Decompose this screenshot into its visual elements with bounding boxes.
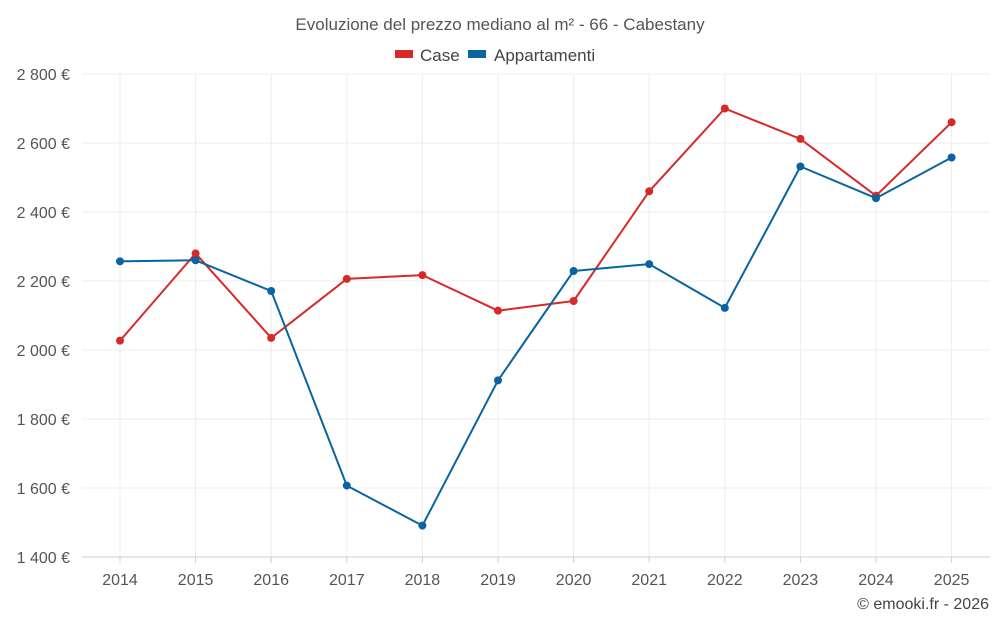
axes: 1 400 € 1 600 € 1 800 € 2 000 € 2 200 € 2 400… — [17, 67, 990, 589]
data-point-appartamenti[interactable] — [267, 287, 276, 296]
x-tick-label: 2018 — [405, 572, 441, 589]
x-tick-label: 2014 — [102, 572, 138, 589]
legend-item-case[interactable]: Case — [395, 46, 460, 65]
data-point-case[interactable] — [720, 104, 729, 113]
data-point-appartamenti[interactable] — [116, 257, 124, 266]
x-tick-label: 2016 — [253, 572, 289, 589]
x-tick-label: 2024 — [858, 572, 894, 589]
y-tick-label: 2 200 € — [17, 274, 70, 291]
data-point-case[interactable] — [569, 297, 578, 306]
data-point-appartamenti[interactable] — [569, 266, 578, 275]
x-tick-label: 2023 — [783, 572, 819, 589]
legend-label-case: Case — [420, 46, 460, 65]
series-case — [116, 104, 956, 345]
grid — [82, 73, 990, 558]
data-point-case[interactable] — [947, 118, 956, 127]
legend: Case Appartamenti — [395, 46, 595, 65]
data-point-appartamenti[interactable] — [494, 376, 502, 385]
data-point-case[interactable] — [191, 249, 200, 258]
x-tick-label: 2017 — [329, 572, 365, 589]
data-point-appartamenti[interactable] — [872, 194, 880, 203]
x-tick-label: 2015 — [178, 572, 214, 589]
legend-swatch-appartamenti — [468, 50, 486, 58]
y-tick-label: 2 400 € — [17, 205, 70, 222]
data-point-appartamenti[interactable] — [947, 153, 956, 162]
x-tick-label: 2022 — [707, 572, 743, 589]
data-point-appartamenti[interactable] — [191, 256, 200, 265]
data-point-case[interactable] — [494, 306, 502, 315]
x-tick-label: 2021 — [631, 572, 667, 589]
data-point-appartamenti[interactable] — [796, 162, 805, 171]
y-tick-label: 1 400 € — [17, 550, 70, 567]
y-tick-label: 1 600 € — [17, 481, 70, 498]
data-point-case[interactable] — [267, 333, 276, 342]
legend-swatch-case — [395, 50, 413, 58]
credit-text: © emooki.fr - 2026 — [857, 596, 989, 613]
data-point-case[interactable] — [342, 274, 351, 283]
data-point-appartamenti[interactable] — [720, 303, 729, 312]
y-tick-label: 1 800 € — [17, 412, 70, 429]
y-tick-label: 2 600 € — [17, 136, 70, 153]
series-line-appartamenti — [119, 156, 953, 527]
series-appartamenti — [116, 153, 956, 530]
data-point-appartamenti[interactable] — [418, 521, 427, 530]
series-line-case — [119, 107, 953, 342]
legend-label-appartamenti: Appartamenti — [494, 46, 595, 65]
data-point-case[interactable] — [645, 187, 654, 196]
x-tick-label: 2020 — [556, 572, 592, 589]
data-point-case[interactable] — [418, 271, 427, 280]
y-tick-label: 2 000 € — [17, 343, 70, 360]
x-tick-label: 2025 — [934, 572, 970, 589]
legend-item-appartamenti[interactable]: Appartamenti — [468, 46, 595, 65]
data-point-case[interactable] — [116, 336, 124, 345]
data-point-appartamenti[interactable] — [342, 481, 351, 490]
y-tick-label: 2 800 € — [17, 67, 70, 84]
data-point-case[interactable] — [796, 134, 805, 143]
data-point-appartamenti[interactable] — [645, 260, 654, 269]
chart-title: Evoluzione del prezzo mediano al m² - 66… — [295, 15, 705, 34]
series — [116, 104, 956, 530]
x-tick-label: 2019 — [480, 572, 516, 589]
